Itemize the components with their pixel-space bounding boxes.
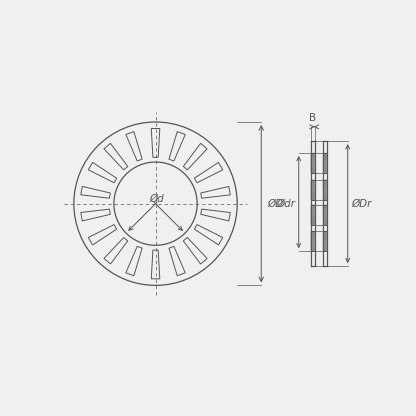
Text: B: B	[309, 113, 317, 123]
Bar	[323, 153, 327, 173]
Bar	[311, 180, 315, 200]
Bar	[311, 153, 315, 173]
Text: ØD: ØD	[267, 199, 283, 209]
Bar	[323, 180, 327, 200]
Text: Ødr: Ødr	[276, 199, 295, 209]
Bar	[311, 205, 315, 225]
Bar	[311, 231, 315, 251]
Text: Ød: Ød	[150, 194, 164, 204]
Bar	[323, 205, 327, 225]
Bar	[323, 231, 327, 251]
Text: ØDr: ØDr	[352, 199, 372, 209]
